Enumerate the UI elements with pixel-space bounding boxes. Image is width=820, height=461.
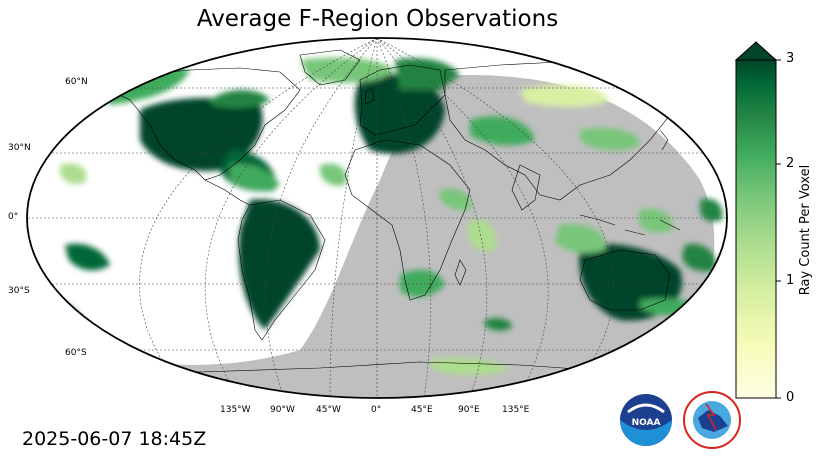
observation-patches (40, 57, 723, 387)
colorbar-tick-1: 1 (786, 273, 795, 288)
lon-label-90e: 90°E (458, 405, 480, 415)
lon-label-135w: 135°W (220, 405, 251, 415)
noaa-logo-icon: NOAA (620, 394, 672, 446)
colorbar-tick-3: 3 (786, 51, 795, 66)
lon-label-45w: 45°W (316, 405, 341, 415)
colorbar (734, 41, 781, 399)
timestamp: 2025-06-07 18:45Z (22, 428, 207, 450)
lon-label-90w: 90°W (270, 405, 295, 415)
lon-label-135e: 135°E (502, 405, 530, 415)
colorbar-tick-0: 0 (786, 390, 795, 405)
lon-label-45e: 45°E (411, 405, 433, 415)
night-shade (27, 75, 715, 398)
lat-label-60n: 60°N (65, 77, 88, 87)
lat-label-60s: 60°S (65, 348, 87, 358)
lon-label-0: 0° (371, 405, 381, 415)
nws-logo-icon (683, 391, 741, 449)
lat-label-0: 0° (8, 212, 18, 222)
colorbar-label: Ray Count Per Voxel (798, 164, 813, 296)
lat-label-30n: 30°N (8, 143, 31, 153)
map-title: Average F-Region Observations (196, 6, 559, 32)
noaa-logo-text: NOAA (632, 418, 661, 428)
colorbar-tick-2: 2 (786, 156, 795, 171)
lat-label-30s: 30°S (8, 286, 30, 296)
